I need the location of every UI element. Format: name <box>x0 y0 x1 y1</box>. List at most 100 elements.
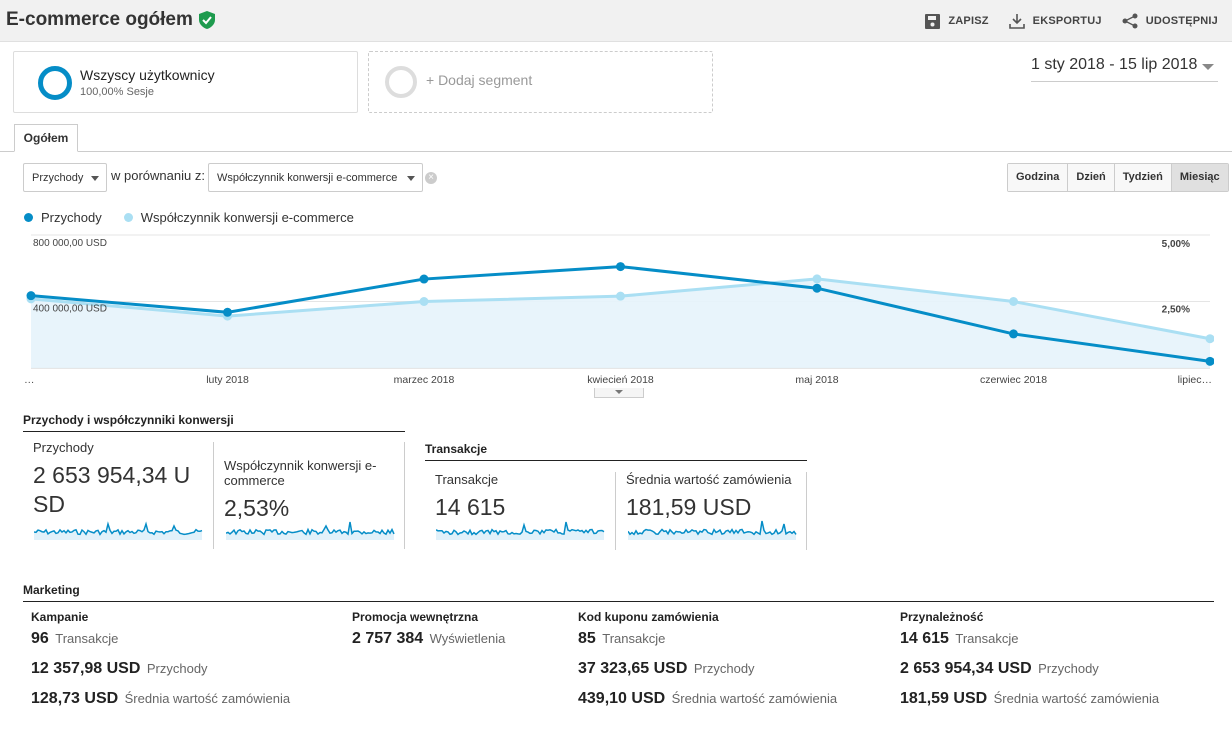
page-title-text: E-commerce ogółem <box>6 9 193 30</box>
caret-down-icon <box>407 176 415 181</box>
area-fill-conversion <box>31 278 1210 368</box>
card-label: Przychody <box>33 440 94 455</box>
share-icon <box>1122 13 1138 29</box>
data-point-revenue <box>1205 356 1214 366</box>
metric-unit: Średnia wartość zamówienia <box>124 691 291 706</box>
card-value: 2,53% <box>224 495 290 521</box>
metric-value[interactable]: 37 323,65 USD <box>578 660 688 677</box>
summary-card-transactions[interactable]: Transakcje 14 615 <box>435 472 605 582</box>
metric-select-value: Przychody <box>32 172 84 184</box>
column-title: Kod kuponu zamówienia <box>578 610 719 624</box>
x-tick-label: czerwiec 2018 <box>980 374 1047 386</box>
x-tick-label: lipiec… <box>1178 374 1212 386</box>
export-label: EKSPORTUJ <box>1032 15 1102 27</box>
legend-label-revenue: Przychody <box>41 210 102 225</box>
divider <box>615 472 616 550</box>
x-tick-label: … <box>24 374 35 386</box>
metric-value[interactable]: 12 357,98 USD <box>31 660 141 677</box>
clear-compare-icon[interactable]: × <box>425 172 437 184</box>
compare-metric-value: Współczynnik konwersji e-commerce <box>217 172 398 184</box>
metric-value[interactable]: 85 <box>578 630 596 647</box>
data-point-conversion <box>1009 297 1018 306</box>
metric-value[interactable]: 2 653 954,34 USD <box>900 660 1032 677</box>
caret-down-icon <box>91 176 99 181</box>
x-tick-label: maj 2018 <box>795 374 838 386</box>
legend-dot-conversion <box>123 213 133 222</box>
metric-unit: Transakcje <box>602 631 666 646</box>
sparkline-area <box>436 522 604 540</box>
y-tick-label-right: 2,50% <box>1162 305 1190 316</box>
data-point-revenue <box>419 274 429 284</box>
data-point-revenue <box>223 307 232 317</box>
save-button[interactable]: ZAPISZ <box>925 13 988 29</box>
granularity-hour[interactable]: Godzina <box>1008 164 1069 191</box>
card-label: Średnia wartość zamówienia <box>626 472 792 487</box>
metric-value[interactable]: 181,59 USD <box>900 690 988 707</box>
tab-divider <box>0 151 1232 152</box>
section-title-revenue: Przychody i współczynniki konwersji <box>23 413 405 432</box>
compare-metric-select[interactable]: Współczynnik konwersji e-commerce <box>208 163 423 192</box>
metric-value[interactable]: 2 757 384 <box>352 630 424 647</box>
metric-unit: Transakcje <box>955 631 1019 646</box>
column-title: Przynależność <box>900 610 984 624</box>
metric-unit: Przychody <box>1038 661 1099 676</box>
summary-card-conversion[interactable]: Współczynnik konwersji e-commerce 2,53% <box>224 458 394 568</box>
legend-dot-revenue <box>24 213 33 222</box>
metric-value[interactable]: 96 <box>31 630 49 647</box>
granularity-toggle: Godzina Dzień Tydzień Miesiąc <box>1007 163 1229 192</box>
line-chart: 800 000,00 USD 400 000,00 USD 5,00% 2,50% … l… <box>24 234 1214 386</box>
export-button[interactable]: EKSPORTUJ <box>1008 13 1102 29</box>
segment-sessions: 100,00% Sesje <box>80 86 154 98</box>
add-segment-button[interactable]: + Dodaj segment <box>368 51 713 113</box>
tab-overview[interactable]: Ogółem <box>14 124 78 152</box>
metric-unit: Wyświetlenia <box>429 631 506 646</box>
metric-unit: Transakcje <box>55 631 119 646</box>
divider <box>213 442 214 549</box>
metric-value[interactable]: 14 615 <box>900 630 949 647</box>
marketing-internal-promotion: Promocja wewnętrzna 2 757 384 Wyświetlen… <box>352 610 505 658</box>
save-icon <box>925 13 941 29</box>
metric-value[interactable]: 439,10 USD <box>578 690 666 707</box>
verified-shield-icon <box>198 11 215 29</box>
card-value: 14 615 <box>435 494 506 520</box>
chart-resize-handle[interactable] <box>594 388 644 398</box>
granularity-day[interactable]: Dzień <box>1068 164 1115 191</box>
data-point-conversion <box>616 291 625 301</box>
y-tick-label-right: 5,00% <box>1162 239 1190 250</box>
segment-all-users[interactable]: Wszyscy użytkownicy 100,00% Sesje <box>13 51 358 113</box>
sparkline-line <box>226 521 395 536</box>
sparkline-revenue <box>34 521 203 540</box>
caret-down-icon <box>1202 64 1214 70</box>
column-title: Kampanie <box>31 610 89 624</box>
x-tick-label: kwiecień 2018 <box>587 374 654 386</box>
marketing-coupon-code: Kod kuponu zamówienia 85 Transakcje 37 3… <box>578 610 837 718</box>
sparkline-line <box>34 521 203 536</box>
summary-card-revenue[interactable]: Przychody 2 653 954,34 U SD <box>33 440 203 550</box>
segment-name: Wszyscy użytkownicy <box>80 67 215 83</box>
metric-unit: Średnia wartość zamówienia <box>993 691 1160 706</box>
column-title: Promocja wewnętrzna <box>352 610 479 624</box>
card-value: 181,59 USD <box>626 494 752 520</box>
data-point-revenue <box>616 262 625 272</box>
empty-ring-icon <box>385 66 417 98</box>
granularity-week[interactable]: Tydzień <box>1114 164 1172 191</box>
divider <box>404 442 405 549</box>
sparkline-area <box>34 524 202 540</box>
metric-value[interactable]: 128,73 USD <box>31 690 119 707</box>
summary-card-avg-order[interactable]: Średnia wartość zamówienia 181,59 USD <box>626 472 801 582</box>
page-title: E-commerce ogółem <box>6 9 215 31</box>
chart-legend: Przychody Współczynnik konwersji e-comme… <box>24 210 354 225</box>
metric-unit: Przychody <box>693 661 755 676</box>
data-point-conversion <box>812 274 822 284</box>
y-tick-label-left: 800 000,00 USD <box>33 238 107 249</box>
marketing-campaigns: Kampanie 96 Transakcje 12 357,98 USD Prz… <box>31 610 290 718</box>
card-label: Transakcje <box>435 472 499 487</box>
card-label: Współczynnik konwersji e-commerce <box>224 458 377 488</box>
metric-select[interactable]: Przychody <box>23 163 107 192</box>
metric-unit: Przychody <box>146 661 208 676</box>
granularity-month[interactable]: Miesiąc <box>1171 164 1228 191</box>
share-button[interactable]: UDOSTĘPNIJ <box>1122 13 1218 29</box>
share-label: UDOSTĘPNIJ <box>1145 15 1218 27</box>
segment-ring-icon <box>38 66 72 100</box>
date-range-picker[interactable]: 1 sty 2018 - 15 lip 2018 <box>1031 54 1218 82</box>
